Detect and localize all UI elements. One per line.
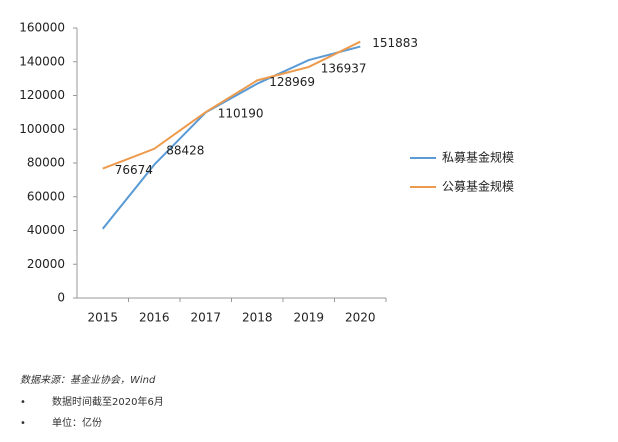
y-tick-label: 0 (57, 291, 65, 305)
x-tick-label: 2020 (345, 311, 376, 325)
legend-label: 私募基金规模 (442, 150, 514, 165)
data-label: 76674 (115, 163, 153, 177)
data-label: 110190 (218, 107, 264, 121)
y-tick-label: 140000 (19, 54, 65, 68)
y-tick-label: 160000 (19, 21, 65, 35)
line (102, 40, 361, 170)
x-tick-label: 2015 (87, 311, 118, 325)
data-label: 88428 (166, 143, 204, 157)
bullet-note: 数据时间截至2020年6月 (52, 395, 164, 408)
bullet: • (20, 397, 26, 408)
legend-label: 公募基金规模 (442, 179, 514, 194)
data-label: 136937 (321, 61, 367, 75)
line (101, 45, 361, 230)
x-tick-label: 2019 (293, 311, 324, 325)
x-tick-label: 2017 (190, 311, 221, 325)
bullet-note: 单位：亿份 (52, 416, 102, 429)
y-tick-label: 80000 (27, 156, 65, 170)
x-tick-label: 2016 (139, 311, 170, 325)
y-tick-label: 100000 (19, 122, 65, 136)
source-note: 数据来源：基金业协会，Wind (20, 374, 156, 386)
y-tick-label: 20000 (27, 257, 65, 271)
bullet: • (20, 418, 26, 429)
y-tick-label: 40000 (27, 223, 65, 237)
data-label: 151883 (372, 36, 418, 50)
data-label: 128969 (269, 75, 315, 89)
x-tick-label: 2018 (242, 311, 273, 325)
y-tick-label: 60000 (27, 189, 65, 203)
y-tick-label: 120000 (19, 88, 65, 102)
